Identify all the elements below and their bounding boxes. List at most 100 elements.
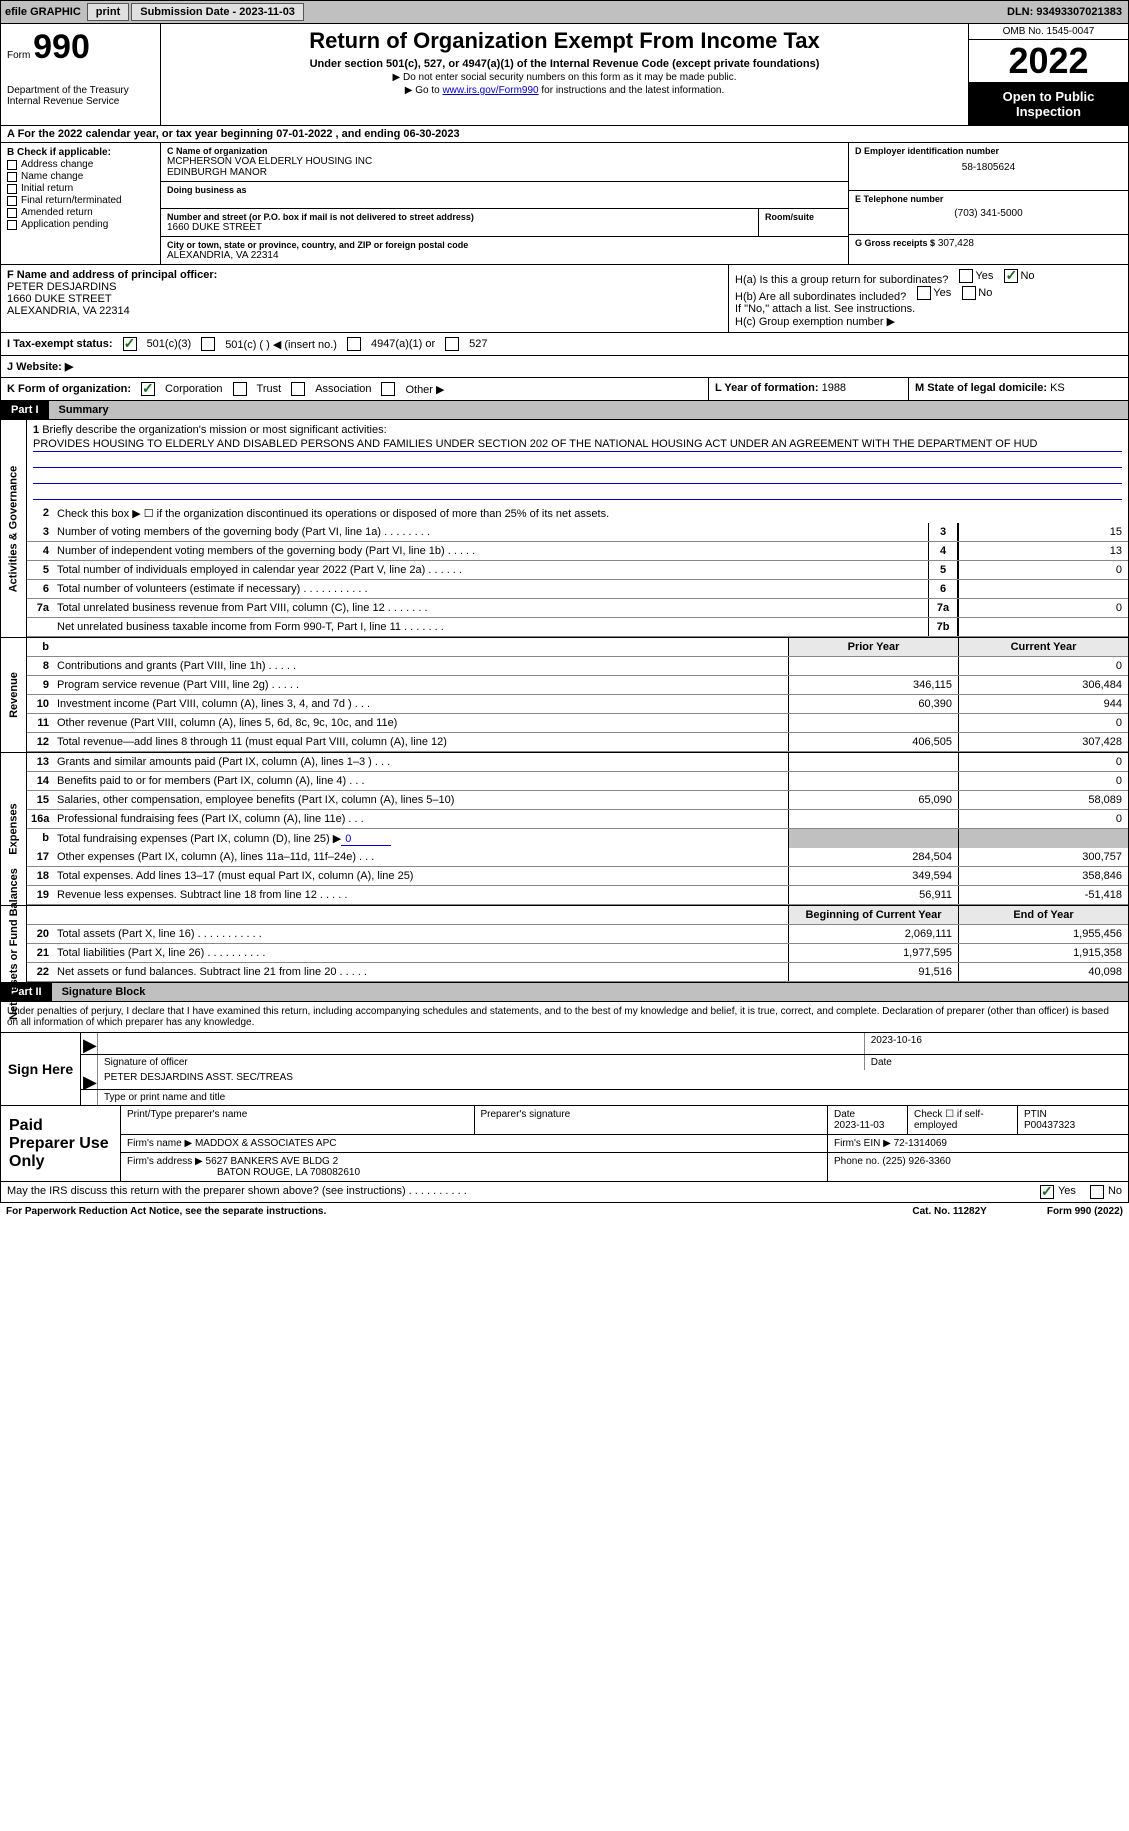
ha-row: H(a) Is this a group return for subordin… xyxy=(735,269,1122,286)
val-4: 13 xyxy=(958,542,1128,560)
principal-lbl: F Name and address of principal officer: xyxy=(7,269,722,281)
col-b-header: B Check if applicable: xyxy=(7,147,154,158)
officer-name: PETER DESJARDINS ASST. SEC/TREAS xyxy=(97,1070,1128,1089)
sign-date: 2023-10-16 xyxy=(864,1033,1128,1054)
omb-label: OMB No. 1545-0047 xyxy=(969,24,1128,40)
may-no[interactable] xyxy=(1090,1185,1104,1199)
chk-initial[interactable] xyxy=(7,184,17,194)
preparer-lbl: Paid Preparer Use Only xyxy=(1,1106,121,1181)
penalty-text: Under penalties of perjury, I declare th… xyxy=(0,1002,1129,1033)
revenue-section: Revenue bPrior YearCurrent Year 8Contrib… xyxy=(0,638,1129,753)
val-7b xyxy=(958,618,1128,636)
part2-header: Part II Signature Block xyxy=(0,983,1129,1002)
addr-lbl: Number and street (or P.O. box if mail i… xyxy=(167,212,752,222)
sign-section: Sign Here ▶ 2023-10-16 Signature of offi… xyxy=(0,1033,1129,1106)
subtitle-3: ▶ Go to www.irs.gov/Form990 for instruct… xyxy=(169,85,960,96)
city-lbl: City or town, state or province, country… xyxy=(167,240,842,250)
top-toolbar: efile GRAPHIC print Submission Date - 20… xyxy=(0,0,1129,24)
firm-ein: 72-1314069 xyxy=(894,1138,947,1149)
chk-namechange[interactable] xyxy=(7,172,17,182)
sign-here-lbl: Sign Here xyxy=(1,1033,81,1105)
expenses-section: Expenses 13Grants and similar amounts pa… xyxy=(0,753,1129,906)
principal-addr2: ALEXANDRIA, VA 22314 xyxy=(7,305,722,317)
exempt-501c[interactable] xyxy=(201,337,215,351)
val-5: 0 xyxy=(958,561,1128,579)
hc-row: H(c) Group exemption number ▶ xyxy=(735,315,1122,328)
line-2: Check this box ▶ ☐ if the organization d… xyxy=(53,504,1128,523)
korg-trust[interactable] xyxy=(233,382,247,396)
chk-amended[interactable] xyxy=(7,208,17,218)
tax-year: 2022 xyxy=(969,40,1128,83)
exempt-501c3[interactable] xyxy=(123,337,137,351)
korg-corp[interactable] xyxy=(141,382,155,396)
part1-header: Part I Summary xyxy=(0,401,1129,420)
ha-yes[interactable] xyxy=(959,269,973,283)
form-header: Form 990 Department of the Treasury Inte… xyxy=(0,24,1129,126)
preparer-section: Paid Preparer Use Only Print/Type prepar… xyxy=(0,1106,1129,1182)
section-bcd: B Check if applicable: Address change Na… xyxy=(0,143,1129,265)
form-title: Return of Organization Exempt From Incom… xyxy=(169,28,960,54)
firm-name: MADDOX & ASSOCIATES APC xyxy=(195,1138,337,1149)
vtab-revenue: Revenue xyxy=(8,672,20,718)
vtab-expenses: Expenses xyxy=(8,803,20,854)
val-3: 15 xyxy=(958,523,1128,541)
irs-label: Internal Revenue Service xyxy=(7,96,154,107)
org-name-lbl: C Name of organization xyxy=(167,146,842,156)
row-a-period: A For the 2022 calendar year, or tax yea… xyxy=(0,126,1129,143)
exempt-527[interactable] xyxy=(445,337,459,351)
col-d-info: D Employer identification number 58-1805… xyxy=(848,143,1128,264)
ein-val: 58-1805624 xyxy=(855,162,1122,173)
firm-addr2: BATON ROUGE, LA 708082610 xyxy=(217,1167,360,1178)
mission-text: PROVIDES HOUSING TO ELDERLY AND DISABLED… xyxy=(33,438,1122,452)
dln-label: DLN: 93493307021383 xyxy=(1007,6,1128,18)
korg-other[interactable] xyxy=(381,382,395,396)
vtab-activities: Activities & Governance xyxy=(8,465,20,592)
principal-name: PETER DESJARDINS xyxy=(7,281,722,293)
hb-row: H(b) Are all subordinates included? Yes … xyxy=(735,286,1122,303)
arrow-icon: ▶ xyxy=(81,1033,97,1054)
org-name: MCPHERSON VOA ELDERLY HOUSING INC xyxy=(167,156,842,167)
hb-no[interactable] xyxy=(962,286,976,300)
dba-lbl: Doing business as xyxy=(167,185,842,195)
print-button[interactable]: print xyxy=(87,3,129,21)
tel-lbl: E Telephone number xyxy=(855,194,1122,204)
gross-lbl: G Gross receipts $ xyxy=(855,238,935,248)
ha-no[interactable] xyxy=(1004,269,1018,283)
may-yes[interactable] xyxy=(1040,1185,1054,1199)
val-6 xyxy=(958,580,1128,598)
efile-label: efile GRAPHIC xyxy=(1,6,85,18)
principal-row: F Name and address of principal officer:… xyxy=(0,265,1129,333)
ptin: P00437323 xyxy=(1024,1120,1075,1131)
arrow-icon: ▶ xyxy=(81,1070,97,1089)
chk-pending[interactable] xyxy=(7,220,17,230)
room-lbl: Room/suite xyxy=(765,212,842,222)
vtab-netassets: Net Assets or Fund Balances xyxy=(8,868,20,1020)
exempt-4947[interactable] xyxy=(347,337,361,351)
firm-addr1: 5627 BANKERS AVE BLDG 2 xyxy=(206,1156,339,1167)
open-public-badge: Open to Public Inspection xyxy=(969,83,1128,125)
ein-lbl: D Employer identification number xyxy=(855,146,1122,156)
form-label: Form xyxy=(7,50,30,61)
korg-assoc[interactable] xyxy=(291,382,305,396)
footer: For Paperwork Reduction Act Notice, see … xyxy=(0,1203,1129,1220)
form-number: 990 xyxy=(33,28,90,66)
submission-date-label: Submission Date - 2023-11-03 xyxy=(131,3,304,21)
irs-link[interactable]: www.irs.gov/Form990 xyxy=(442,85,538,96)
activities-section: Activities & Governance 1 Briefly descri… xyxy=(0,420,1129,638)
exempt-row: I Tax-exempt status: 501(c)(3) 501(c) ( … xyxy=(0,333,1129,356)
mission-block: 1 Briefly describe the organization's mi… xyxy=(27,420,1128,504)
subtitle-2: ▶ Do not enter social security numbers o… xyxy=(169,72,960,83)
org-name-2: EDINBURGH MANOR xyxy=(167,167,842,178)
netassets-section: Net Assets or Fund Balances Beginning of… xyxy=(0,906,1129,983)
city-val: ALEXANDRIA, VA 22314 xyxy=(167,250,842,261)
korg-row: K Form of organization: Corporation Trus… xyxy=(0,378,1129,401)
hb-yes[interactable] xyxy=(917,286,931,300)
state-domicile: KS xyxy=(1050,382,1065,394)
val-7a: 0 xyxy=(958,599,1128,617)
tel-val: (703) 341-5000 xyxy=(855,208,1122,219)
chk-final[interactable] xyxy=(7,196,17,206)
may-discuss-row: May the IRS discuss this return with the… xyxy=(0,1182,1129,1203)
principal-addr1: 1660 DUKE STREET xyxy=(7,293,722,305)
chk-address[interactable] xyxy=(7,160,17,170)
col-c-org: C Name of organization MCPHERSON VOA ELD… xyxy=(161,143,848,264)
